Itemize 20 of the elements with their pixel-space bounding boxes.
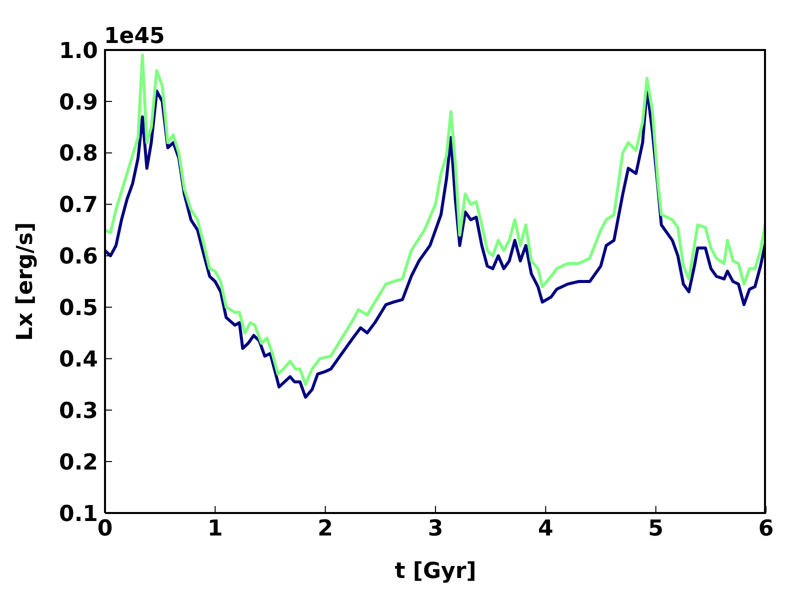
x-tick-label: 2 [318,516,333,542]
y-tick-label: 0.1 [59,502,98,527]
y-tick-label: 0.2 [59,450,98,476]
y-tick-label: 0.8 [59,142,98,167]
y-tick-label: 0.4 [59,347,98,372]
y-axis-title: Lx [erg/s] [12,222,38,341]
y-tick-label: 0.9 [59,90,98,116]
y-tick-label: 0.5 [59,296,98,322]
x-tick-label: 4 [538,516,554,542]
y-tick-label: 0.3 [59,398,98,424]
text: 1e45 [104,24,165,49]
x-tick-label: 0 [97,516,113,542]
x-tick-label: 1 [208,516,223,542]
y-tick-label: 0.7 [59,193,98,218]
x-axis-title: t [Gyr] [394,559,476,584]
y-tick-label: 0.6 [59,244,98,270]
y-tick-label: 1.0 [59,38,98,64]
x-tick-label: 5 [648,516,664,542]
x-tick-label: 6 [758,516,774,542]
x-tick-label: 3 [428,516,444,542]
